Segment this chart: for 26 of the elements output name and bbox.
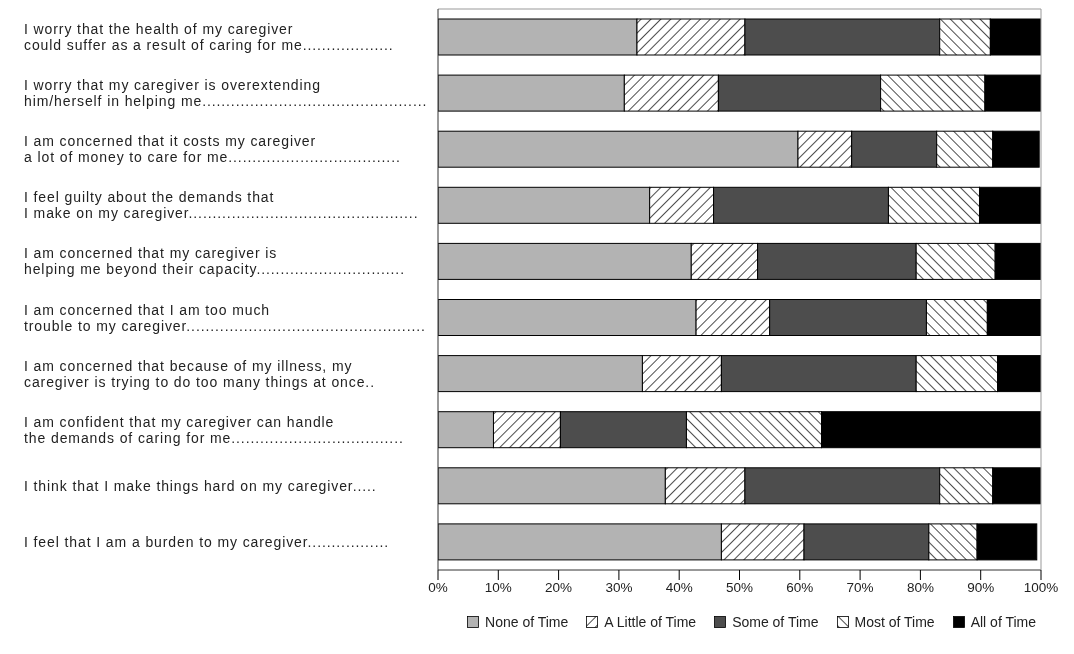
legend-label: Most of Time xyxy=(853,614,935,630)
y-tick-label: I worry that the health of my caregiver could suffer as a result of caring for me................... xyxy=(24,21,394,54)
y-tick-label: I feel that I am a burden to my caregiver................. xyxy=(24,533,390,550)
y-tick-label: I am confident that my caregiver can handle the demands of caring for me.................................... xyxy=(24,413,404,446)
y-tick-label: I feel guilty about the demands that I make on my caregiver................................................ xyxy=(24,189,419,222)
x-tick-label: 30% xyxy=(605,579,633,595)
y-tick-label: I am concerned that it costs my caregiver a lot of money to care for me.................................... xyxy=(24,133,401,166)
legend-label: Some of Time xyxy=(731,614,819,630)
x-tick-label: 90% xyxy=(967,579,995,595)
y-tick-label: I am concerned that my caregiver is helping me beyond their capacity............................... xyxy=(24,245,405,278)
x-tick-label: 40% xyxy=(665,579,693,595)
y-tick-label: I am concerned that I am too much trouble to my caregiver.................................................. xyxy=(24,301,426,334)
x-tick-label: 60% xyxy=(786,579,814,595)
x-tick-label: 70% xyxy=(846,579,874,595)
x-tick-label: 100% xyxy=(1023,579,1059,595)
x-tick-label: 80% xyxy=(906,579,934,595)
legend-label: All of Time xyxy=(969,614,1036,630)
x-tick-label: 20% xyxy=(545,579,573,595)
legend-label: A Little of Time xyxy=(603,614,697,630)
y-tick-label: I am concerned that because of my illness, my caregiver is trying to do too many things at once.. xyxy=(24,357,375,390)
x-tick-label: 50% xyxy=(725,579,754,595)
y-tick-label: I worry that my caregiver is overextending him/herself in helping me............................................... xyxy=(24,77,428,110)
legend-label: None of Time xyxy=(484,614,569,630)
x-tick-label: 10% xyxy=(484,579,512,595)
x-tick-label: 0% xyxy=(428,579,448,595)
y-tick-label: I think that I make things hard on my caregiver..... xyxy=(24,477,377,494)
